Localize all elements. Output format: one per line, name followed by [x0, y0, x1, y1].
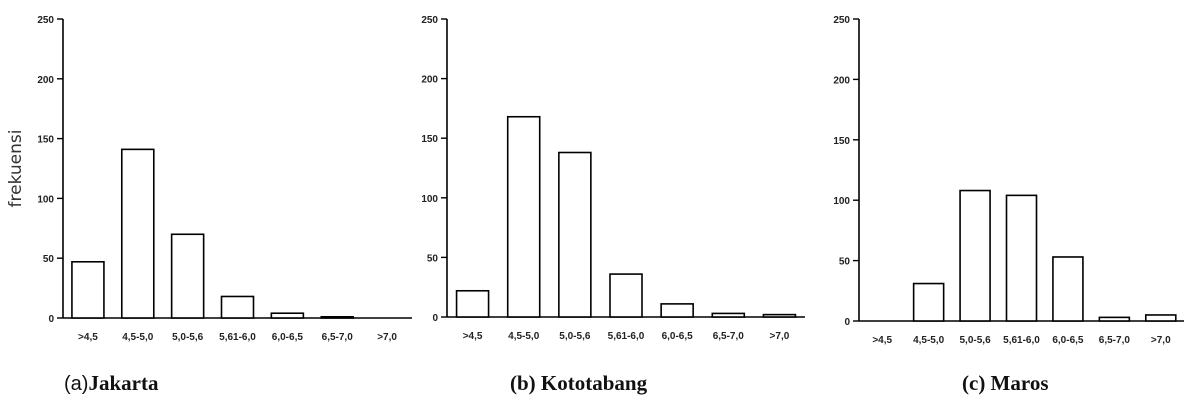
x-tick-label: >4,5 [463, 331, 483, 342]
bar-2 [912, 282, 945, 322]
x-tick-label: 4,5-5,0 [913, 335, 945, 346]
bar-2 [120, 148, 155, 319]
bar-5 [1052, 256, 1084, 322]
x-tick-label: 5,61-6,0 [608, 331, 645, 342]
x-tick-label: 4,5-5,0 [122, 332, 154, 343]
bar-5 [660, 303, 694, 318]
bar-3 [170, 233, 205, 319]
chart-panel-3: 0 50 100 150 200 250 >4,5 4,5-5,0 5,0-5,6 5,61-6,… [833, 15, 1184, 395]
caption-prefix: (a) [64, 373, 88, 395]
panel-caption: (c) Maros [962, 371, 1049, 395]
bar-1 [455, 289, 490, 318]
x-tick-label: >4,5 [78, 332, 98, 343]
x-tick-label: 5,0-5,6 [559, 331, 591, 342]
y-tick-label: 150 [37, 135, 54, 146]
y-tick-label: 0 [432, 313, 438, 324]
bar-7 [762, 313, 797, 318]
y-tick-label: 0 [48, 314, 54, 325]
y-tick-label: 200 [833, 75, 850, 86]
bar-1 [71, 260, 105, 319]
panel-caption: (a)Jakarta [64, 371, 159, 395]
bar-4 [1005, 194, 1038, 322]
bar-6 [711, 312, 746, 318]
bar-6 [1098, 316, 1131, 322]
y-tick-label: 200 [421, 75, 438, 86]
bar-4 [609, 273, 643, 318]
x-tick-label: >4,5 [872, 335, 892, 346]
x-tick-label: 5,0-5,6 [172, 332, 204, 343]
y-tick-label: 50 [43, 254, 55, 265]
bar-2 [506, 115, 541, 318]
y-tick-label: 0 [844, 317, 850, 328]
y-tick-label: 200 [37, 75, 54, 86]
panel-caption: (b) Kototabang [510, 371, 648, 395]
y-tick-label: 50 [839, 257, 851, 268]
x-tick-label: 4,5-5,0 [508, 331, 540, 342]
y-tick-label: 50 [427, 253, 439, 264]
y-tick-label: 150 [833, 136, 850, 147]
y-tick-label: 250 [421, 15, 438, 26]
x-tick-label: 6,0-6,5 [1052, 335, 1084, 346]
bar-6 [320, 316, 355, 319]
bar-5 [270, 312, 305, 319]
y-tick-label: 150 [421, 134, 438, 145]
y-tick-label: 100 [833, 196, 850, 207]
bar-3 [558, 151, 592, 318]
caption-name: (b) Kototabang [510, 371, 648, 395]
x-tick-label: 6,0-6,5 [272, 332, 304, 343]
x-tick-label: >7,0 [1151, 335, 1171, 346]
x-tick-label: >7,0 [377, 332, 397, 343]
x-tick-label: 5,61-6,0 [1003, 335, 1040, 346]
x-tick-label: 6,5-7,0 [713, 331, 745, 342]
y-axis-title: frekuensi [6, 130, 26, 208]
y-tick-label: 100 [37, 194, 54, 205]
x-tick-label: 6,5-7,0 [1099, 335, 1131, 346]
bar-7 [1144, 314, 1177, 322]
y-tick-label: 100 [421, 194, 438, 205]
x-tick-label: 5,61-6,0 [219, 332, 256, 343]
y-tick-label: 250 [37, 15, 54, 26]
x-tick-label: 5,0-5,6 [960, 335, 992, 346]
y-tick-label: 250 [833, 15, 850, 26]
bar-3 [959, 189, 991, 322]
x-tick-label: 6,0-6,5 [662, 331, 694, 342]
x-tick-label: 6,5-7,0 [322, 332, 354, 343]
bar-4 [220, 295, 255, 319]
caption-name: Jakarta [88, 371, 158, 395]
x-tick-label: >7,0 [770, 331, 790, 342]
caption-name: (c) Maros [962, 371, 1049, 395]
chart-panel-1: 0 50 100 150 200 250 frekuensi >4,5 4,5-5,0 5,0-5… [6, 15, 412, 395]
chart-panel-2: 0 50 100 150 200 250 >4,5 4,5-5,0 5,0-5,6 5,61-6,… [421, 15, 805, 395]
